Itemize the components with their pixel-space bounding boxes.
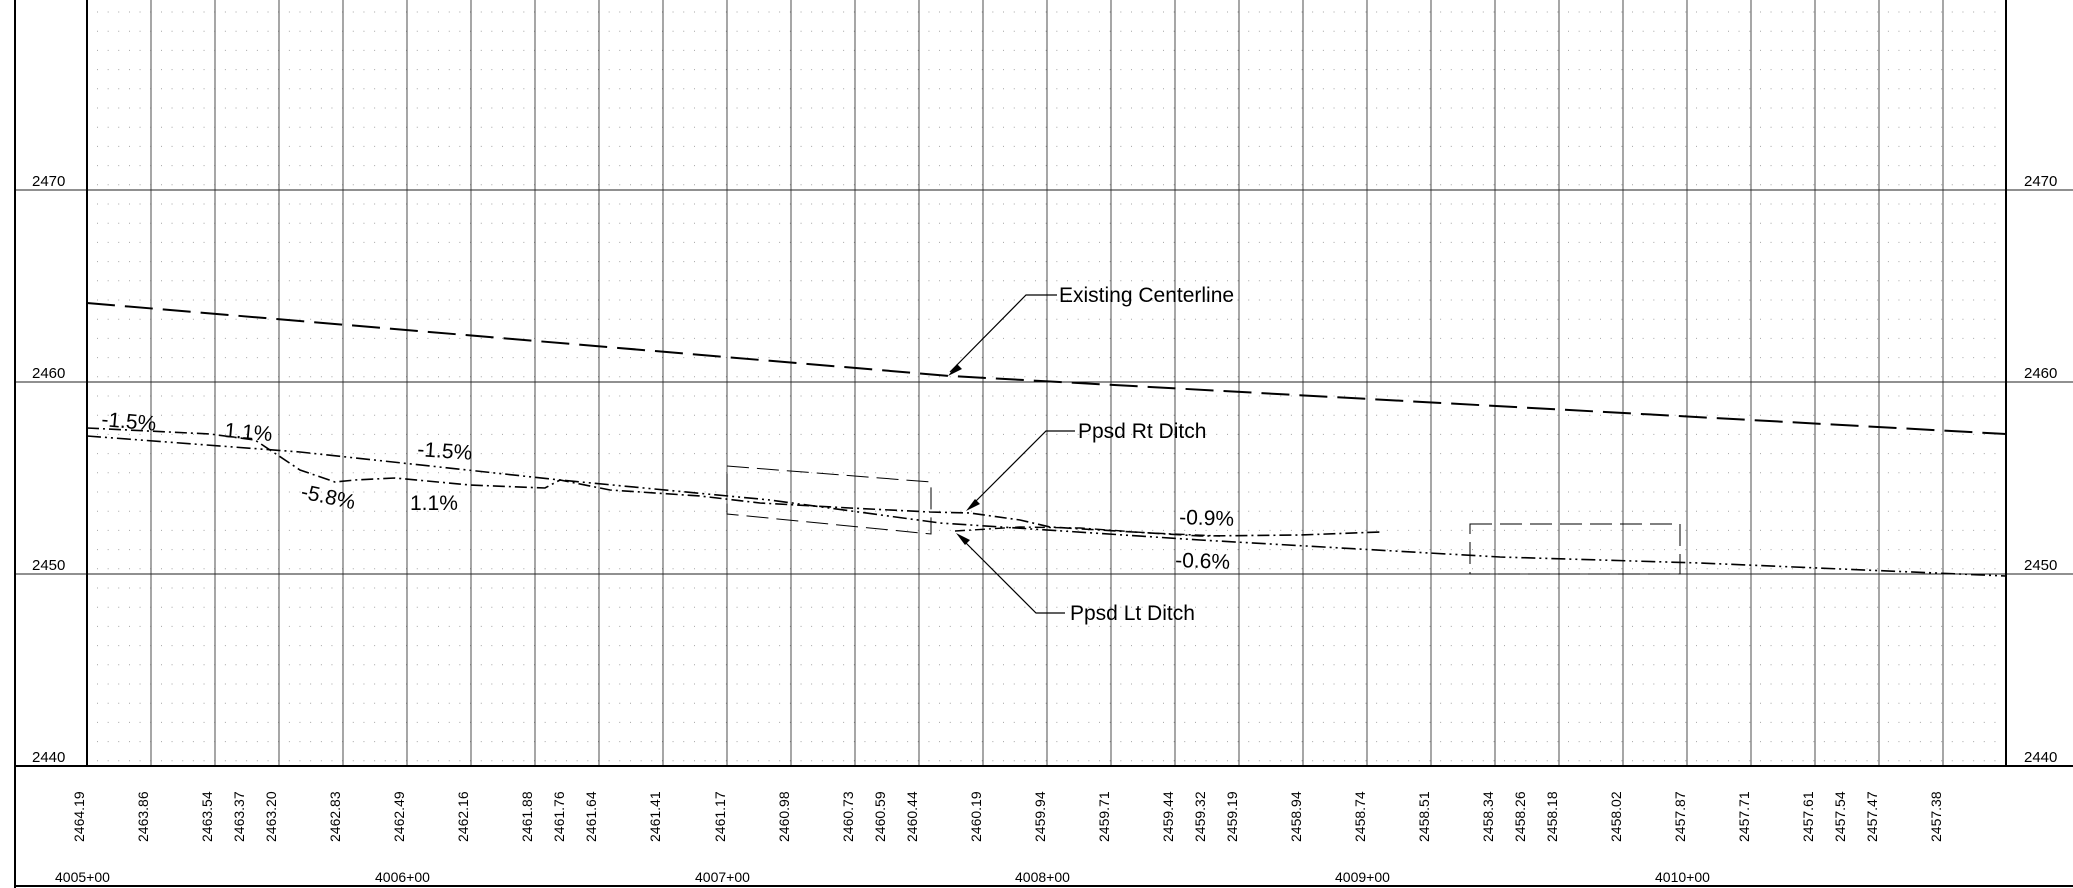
station-label: 4007+00 [695, 869, 750, 885]
ground-elevation-label: 2458.51 [1416, 791, 1432, 842]
ground-elevation-label: 2458.94 [1288, 791, 1304, 842]
ditch-fragment [954, 526, 1221, 537]
ground-elevation-label: 2458.02 [1608, 791, 1624, 842]
ground-elevation-label: 2459.71 [1096, 791, 1112, 842]
ground-elevation-label: 2457.38 [1928, 791, 1944, 842]
grade-label: -1.5% [417, 438, 473, 465]
ground-elevation-label: 2462.16 [455, 791, 471, 842]
lt-ditch-callout: Ppsd Lt Ditch [1070, 602, 1195, 625]
ground-elevation-label: 2459.94 [1032, 791, 1048, 842]
existing-centerline-callout: Existing Centerline [1059, 284, 1234, 307]
ground-elevation-label: 2461.17 [712, 791, 728, 842]
leader-arrowhead [956, 533, 970, 545]
grade-label: -1.5% [101, 408, 158, 436]
elev-label-right: 2450 [2024, 557, 2057, 574]
ground-elevation-label: 2457.87 [1672, 791, 1688, 842]
ground-elevation-label: 2460.59 [872, 791, 888, 842]
elev-label-left: 2450 [32, 557, 65, 574]
ground-elevation-label: 2464.19 [71, 791, 87, 842]
ground-elevation-label: 2463.20 [263, 791, 279, 842]
ground-elevation-label: 2461.76 [551, 791, 567, 842]
ground-elevation-label: 2463.37 [231, 791, 247, 842]
ground-elevation-label: 2463.54 [199, 791, 215, 842]
ground-elevation-label: 2462.49 [391, 791, 407, 842]
station-gridlines [150, 0, 1944, 766]
ground-elevation-label: 2457.47 [1864, 791, 1880, 842]
ground-elevation-label: 2463.86 [135, 791, 151, 842]
elev-label-right: 2460 [2024, 365, 2057, 382]
ground-elevation-readouts: 2464.19 2463.86 2463.54 2463.37 2463.20 2462.… [71, 791, 1944, 842]
grade-label: -0.6% [1175, 549, 1231, 574]
station-label: 4010+00 [1655, 869, 1710, 885]
station-label: 4006+00 [375, 869, 430, 885]
ground-elevation-label: 2461.88 [519, 791, 535, 842]
station-label: 4005+00 [55, 869, 110, 885]
grade-label: 1.1% [224, 419, 274, 446]
proposed-lt-ditch-line [86, 435, 2007, 577]
minor-grid-dots [97, 11, 2006, 762]
ground-elevation-label: 2458.34 [1480, 791, 1496, 842]
rt-ditch-leader [969, 430, 1075, 508]
elev-label-left: 2460 [32, 365, 65, 382]
existing-centerline [86, 302, 2007, 435]
elev-label-right: 2440 [2024, 749, 2057, 766]
grid-dots [97, 11, 2006, 762]
ground-elevation-label: 2457.54 [1832, 791, 1848, 842]
grade-label: -5.8% [299, 480, 357, 514]
ground-elevation-label: 2457.61 [1800, 791, 1816, 842]
lt-ditch-leader [959, 536, 1065, 614]
station-label: 4009+00 [1335, 869, 1390, 885]
ground-elevation-label: 2459.19 [1224, 791, 1240, 842]
ground-elevation-label: 2460.44 [904, 791, 920, 842]
station-label: 4008+00 [1015, 869, 1070, 885]
ground-elevation-label: 2461.41 [647, 791, 663, 842]
culvert-right [1469, 523, 1681, 575]
elev-label-left: 2470 [32, 173, 65, 190]
rt-ditch-callout: Ppsd Rt Ditch [1078, 420, 1206, 443]
proposed-rt-ditch-line [86, 427, 1381, 537]
ground-elevation-label: 2460.98 [776, 791, 792, 842]
elev-label-left: 2440 [32, 749, 65, 766]
elev-label-right: 2470 [2024, 173, 2057, 190]
ground-elevation-label: 2461.64 [583, 791, 599, 842]
ground-elevation-label: 2459.44 [1160, 791, 1176, 842]
leader-arrowhead [948, 364, 962, 376]
ground-elevation-label: 2460.19 [968, 791, 984, 842]
ground-elevation-label: 2457.71 [1736, 791, 1752, 842]
leader-arrowhead [966, 499, 980, 511]
ground-elevation-label: 2459.32 [1192, 791, 1208, 842]
culvert-left [726, 465, 932, 535]
ground-elevation-label: 2458.74 [1352, 791, 1368, 842]
grade-label: 1.1% [410, 492, 458, 515]
existing-centerline-leader [949, 294, 1057, 373]
ground-elevation-label: 2458.26 [1512, 791, 1528, 842]
ground-elevation-label: 2458.18 [1544, 791, 1560, 842]
ground-elevation-label: 2462.83 [327, 791, 343, 842]
grade-label: -0.9% [1179, 506, 1235, 531]
ground-elevation-label: 2460.73 [840, 791, 856, 842]
